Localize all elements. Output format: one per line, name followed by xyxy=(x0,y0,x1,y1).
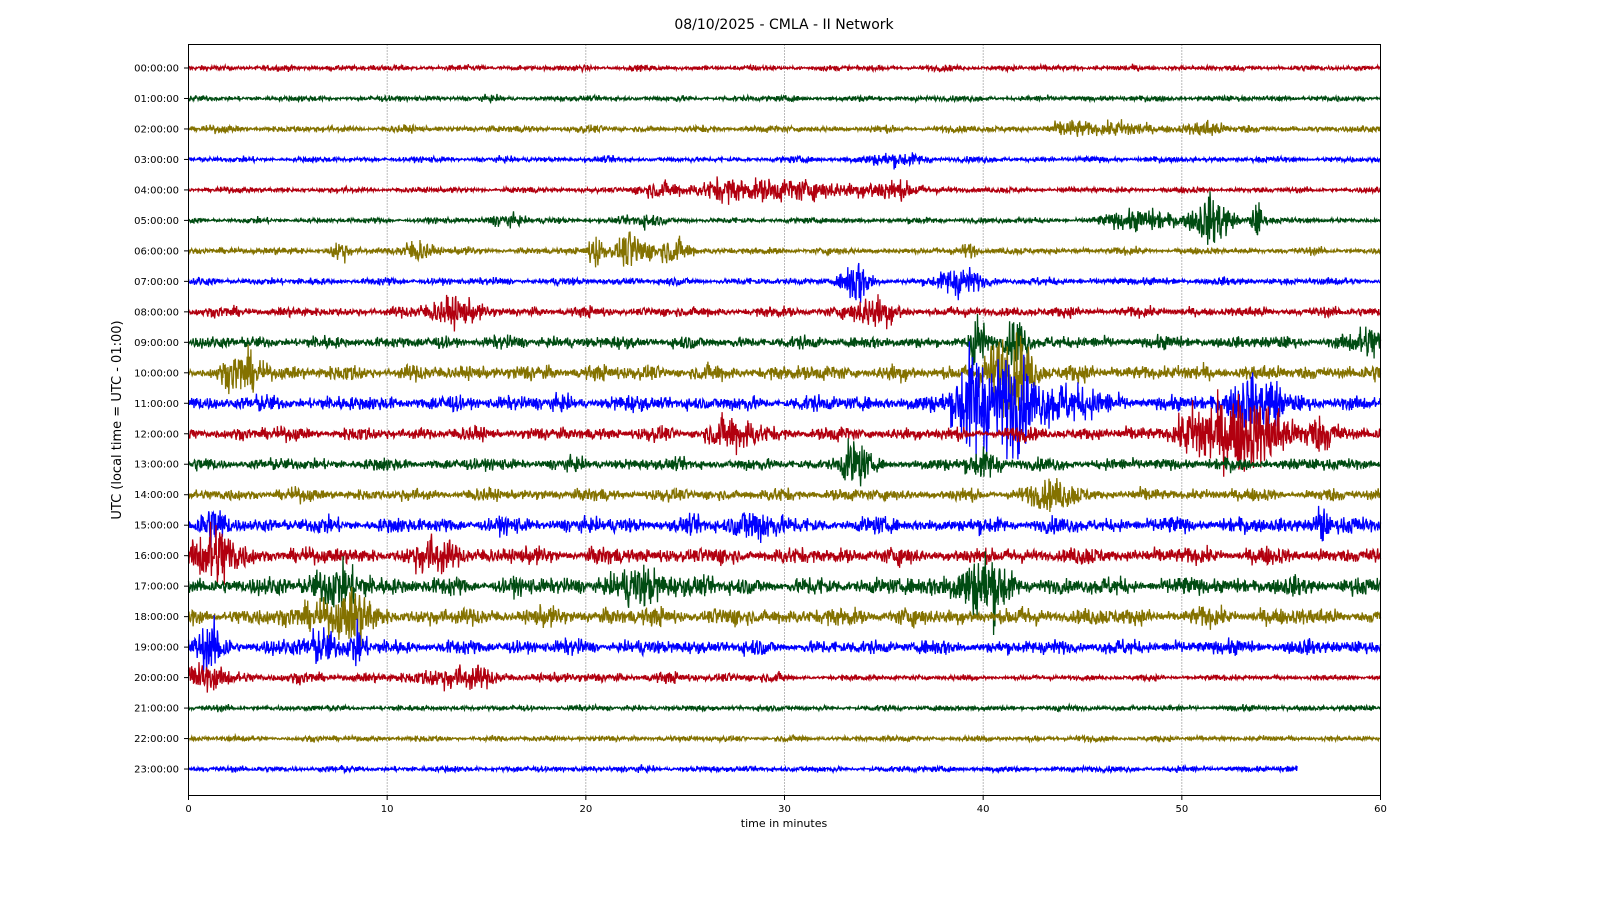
y-tick-label: 06:00:00 xyxy=(134,246,179,257)
x-tick-label: 10 xyxy=(381,804,394,815)
y-tick-label: 08:00:00 xyxy=(134,307,179,318)
x-axis-ticks: 0 10 20 30 40 50 60 xyxy=(185,795,1387,815)
trace-14 xyxy=(187,478,1381,513)
y-tick-label: 05:00:00 xyxy=(134,216,179,227)
y-tick-label: 01:00:00 xyxy=(134,94,179,105)
y-tick-label: 10:00:00 xyxy=(134,368,179,379)
y-tick-label: 16:00:00 xyxy=(134,551,179,562)
y-tick-label: 21:00:00 xyxy=(134,704,179,715)
trace-12 xyxy=(187,389,1382,477)
y-tick-label: 11:00:00 xyxy=(134,399,179,410)
x-tick-label: 30 xyxy=(778,804,791,815)
y-tick-label: 00:00:00 xyxy=(134,64,179,75)
traces xyxy=(187,62,1382,775)
trace-04 xyxy=(188,176,1381,205)
trace-19 xyxy=(187,615,1382,672)
y-tick-label: 04:00:00 xyxy=(134,185,179,196)
y-axis-ticks: 00:00:00 01:00:00 02:00:00 03:00:00 04:00:00… xyxy=(134,64,189,776)
y-tick-label: 23:00:00 xyxy=(134,765,179,776)
trace-05 xyxy=(187,191,1382,245)
trace-13 xyxy=(188,438,1382,487)
y-tick-label: 02:00:00 xyxy=(134,124,179,135)
trace-07 xyxy=(187,262,1381,303)
trace-03 xyxy=(187,152,1381,170)
y-axis-label: UTC (local time = UTC - 01:00) xyxy=(110,320,125,519)
x-tick-label: 40 xyxy=(977,804,990,815)
trace-01 xyxy=(187,93,1382,105)
trace-16 xyxy=(187,521,1382,585)
chart-title: 08/10/2025 - CMLA - II Network xyxy=(674,17,894,33)
y-tick-label: 19:00:00 xyxy=(134,643,179,654)
trace-10 xyxy=(187,332,1382,419)
y-tick-label: 03:00:00 xyxy=(134,155,179,166)
trace-22 xyxy=(187,732,1381,744)
trace-06 xyxy=(187,231,1382,268)
y-tick-label: 09:00:00 xyxy=(134,338,179,349)
trace-02 xyxy=(188,119,1382,137)
trace-00 xyxy=(188,62,1382,74)
trace-17 xyxy=(187,551,1382,636)
trace-20 xyxy=(187,662,1382,693)
x-tick-label: 60 xyxy=(1374,804,1387,815)
trace-15 xyxy=(187,505,1382,549)
y-tick-label: 18:00:00 xyxy=(134,612,179,623)
y-tick-label: 17:00:00 xyxy=(134,582,179,593)
x-tick-label: 0 xyxy=(185,804,191,815)
trace-23 xyxy=(188,763,1298,775)
trace-21 xyxy=(187,702,1382,713)
y-tick-label: 14:00:00 xyxy=(134,490,179,501)
trace-11 xyxy=(187,341,1382,460)
y-tick-label: 22:00:00 xyxy=(134,734,179,745)
trace-08 xyxy=(187,294,1381,332)
x-tick-label: 20 xyxy=(579,804,592,815)
y-tick-label: 07:00:00 xyxy=(134,277,179,288)
x-tick-label: 50 xyxy=(1175,804,1188,815)
y-tick-label: 20:00:00 xyxy=(134,673,179,684)
trace-09 xyxy=(187,313,1382,372)
y-tick-label: 15:00:00 xyxy=(134,521,179,532)
x-axis-label: time in minutes xyxy=(741,817,828,830)
trace-18 xyxy=(187,587,1382,647)
y-tick-label: 13:00:00 xyxy=(134,460,179,471)
y-tick-label: 12:00:00 xyxy=(134,429,179,440)
